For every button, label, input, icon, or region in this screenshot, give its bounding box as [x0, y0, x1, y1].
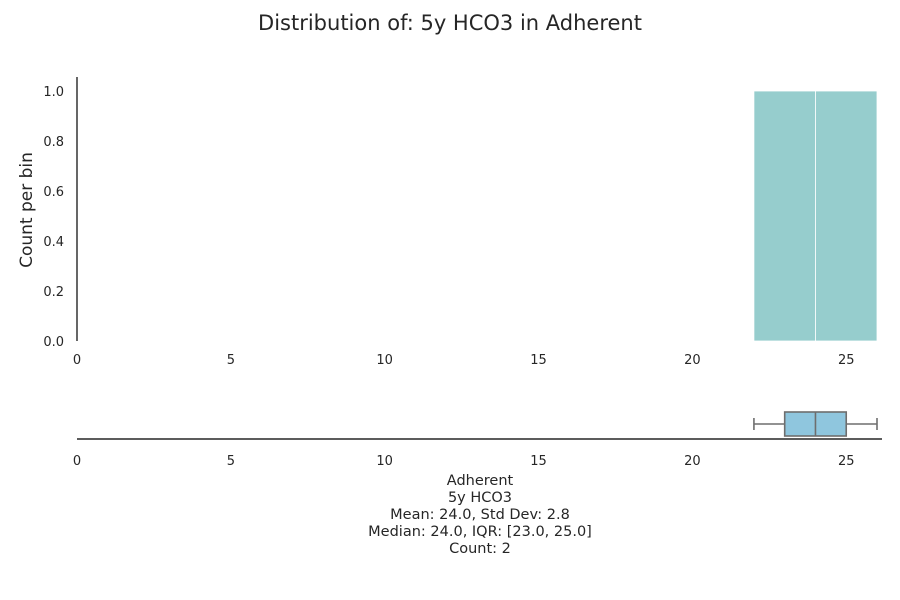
- y-tick-label: 0.4: [43, 235, 64, 250]
- stats-line: Count: 2: [449, 541, 511, 557]
- y-tick-label: 1.0: [43, 85, 64, 100]
- boxplot-x-tick-label: 0: [73, 454, 81, 469]
- y-tick-label: 0.0: [43, 335, 64, 350]
- x-tick-label: 25: [838, 353, 855, 368]
- stats-line: Mean: 24.0, Std Dev: 2.8: [390, 507, 570, 523]
- boxplot-x-tick-label: 25: [838, 454, 855, 469]
- boxplot-x-tick-label: 10: [376, 454, 393, 469]
- stats-line: 5y HCO3: [448, 490, 512, 506]
- x-tick-label: 5: [227, 353, 235, 368]
- y-tick-label: 0.8: [43, 135, 64, 150]
- y-tick-label: 0.2: [43, 285, 64, 300]
- x-tick-label: 10: [376, 353, 393, 368]
- x-tick-labels: 0 5 10 15 20 25: [73, 353, 855, 368]
- x-tick-label: 0: [73, 353, 81, 368]
- histogram-bars: [753, 90, 878, 342]
- boxplot-x-tick-label: 20: [684, 454, 701, 469]
- histogram-bar: [753, 90, 816, 342]
- boxplot-x-tick-label: 5: [227, 454, 235, 469]
- chart-title: Distribution of: 5y HCO3 in Adherent: [258, 11, 642, 35]
- histogram-panel: Count per bin 0.0 0.2 0.4 0.6 0.8 1.0 0 5 10 15 2…: [17, 77, 878, 368]
- stats-line: Median: 24.0, IQR: [23.0, 25.0]: [368, 524, 592, 540]
- y-tick-label: 0.6: [43, 185, 64, 200]
- x-tick-label: 15: [530, 353, 547, 368]
- histogram-bar: [815, 90, 878, 342]
- stats-line: Adherent: [447, 473, 514, 489]
- y-axis-label: Count per bin: [17, 152, 37, 268]
- x-tick-label: 20: [684, 353, 701, 368]
- boxplot-x-tick-label: 15: [530, 454, 547, 469]
- boxplot: [753, 411, 878, 437]
- boxplot-x-tick-labels: 0 5 10 15 20 25: [73, 454, 855, 469]
- y-tick-labels: 0.0 0.2 0.4 0.6 0.8 1.0: [43, 85, 64, 350]
